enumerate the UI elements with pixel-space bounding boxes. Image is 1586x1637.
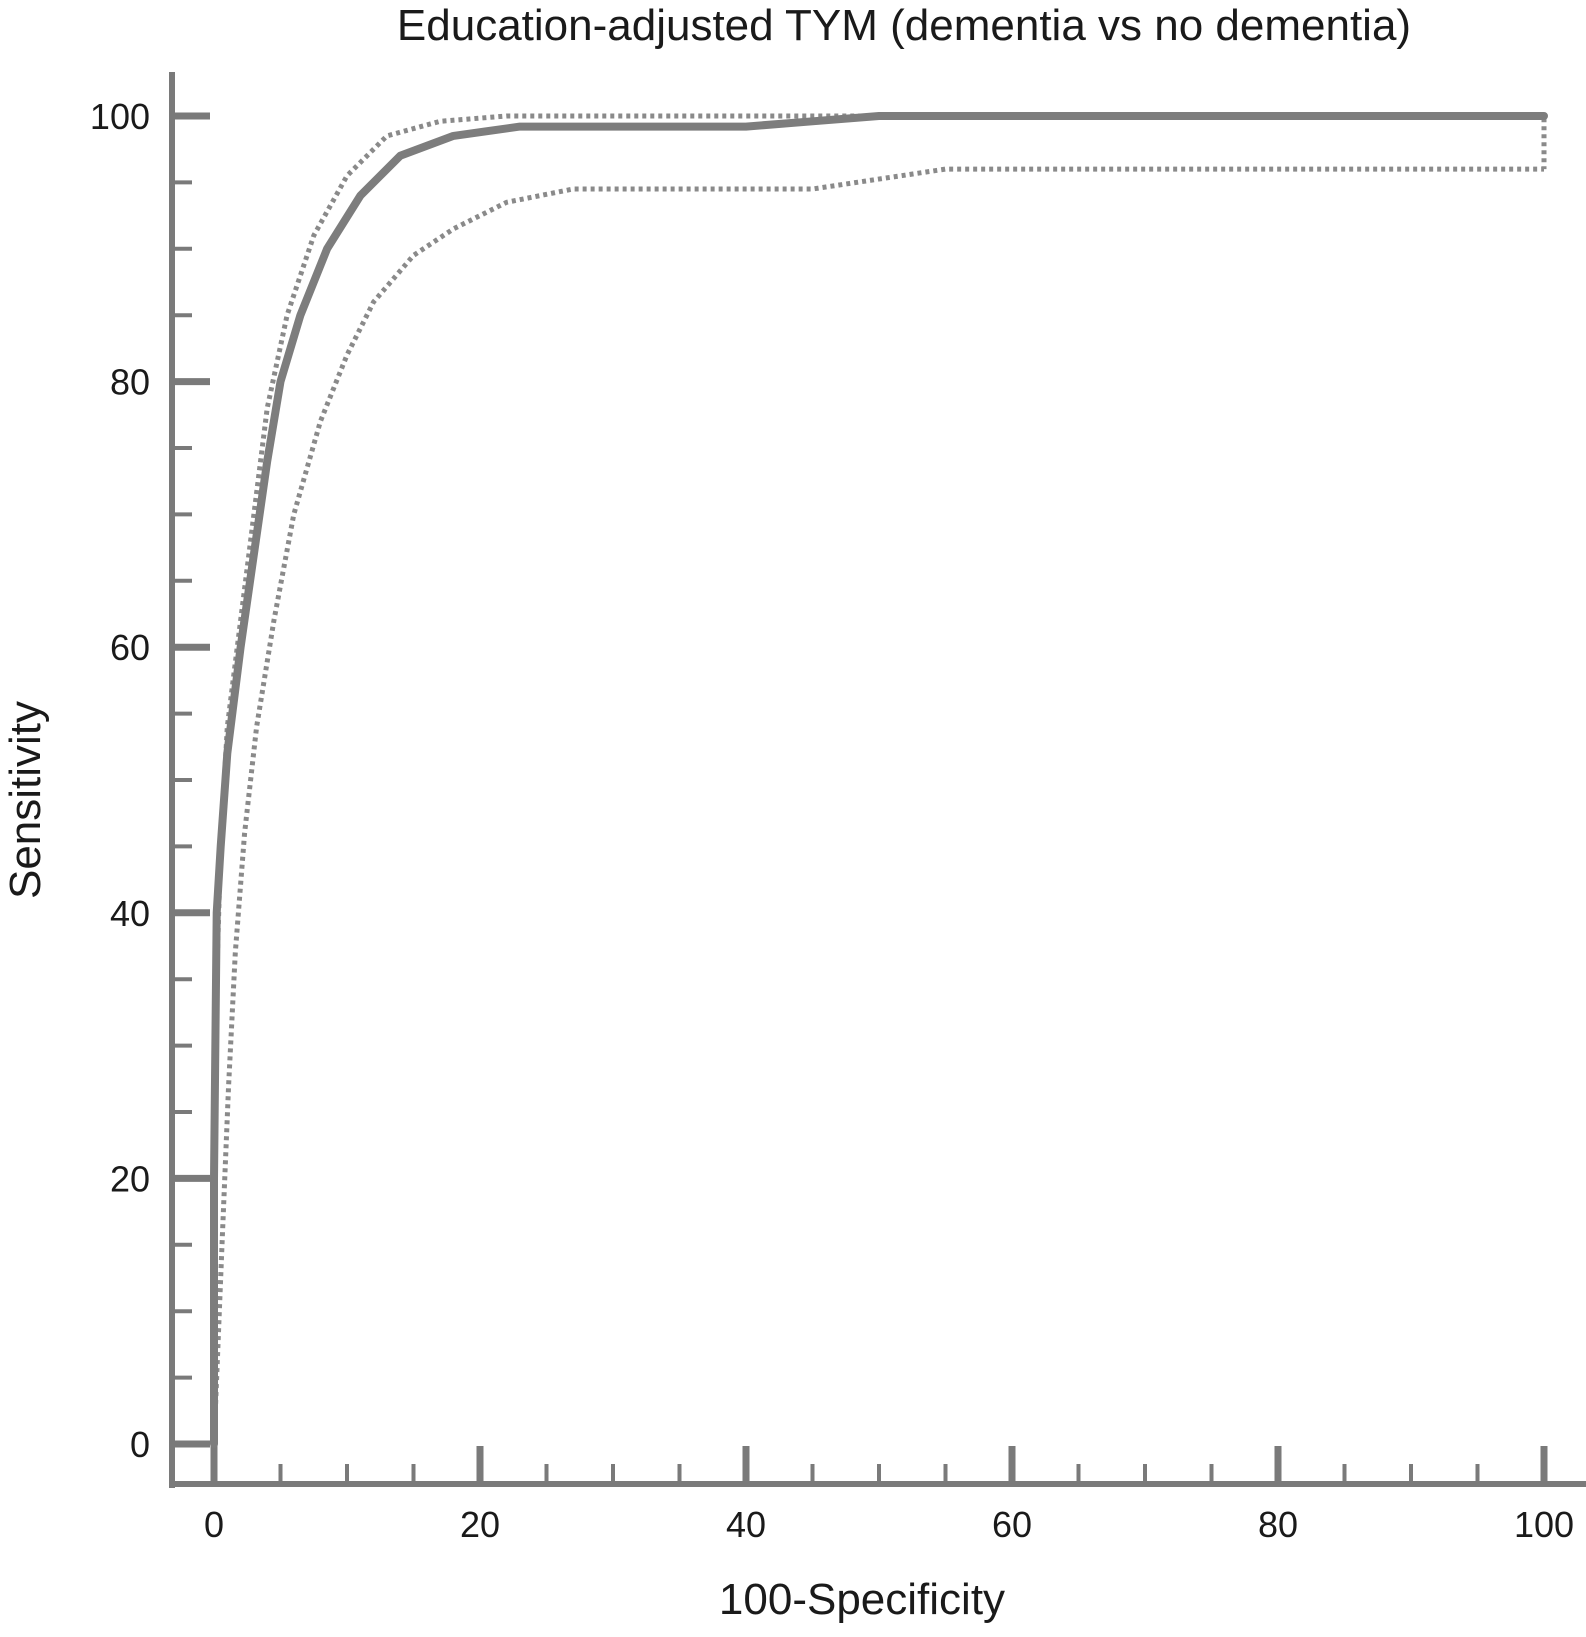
x-tick-label: 40 <box>726 1504 766 1545</box>
y-tick-label: 0 <box>130 1424 150 1465</box>
y-axis-label: Sensitivity <box>1 701 50 899</box>
x-tick-label: 100 <box>1514 1504 1574 1545</box>
x-tick-label: 60 <box>992 1504 1032 1545</box>
x-tick-label: 0 <box>204 1504 224 1545</box>
y-tick-label: 80 <box>110 362 150 403</box>
confidence-bound-line <box>211 166 1544 1445</box>
axes: 0 20 40 60 80 100 0 20 40 60 80 100 <box>90 72 1586 1545</box>
y-tick-label: 100 <box>90 96 150 137</box>
roc-curve <box>210 112 1548 1448</box>
x-tick-label: 80 <box>1258 1504 1298 1545</box>
series-layer <box>210 112 1548 1448</box>
x-axis-label: 100-Specificity <box>719 1575 1005 1624</box>
y-tick-label: 20 <box>110 1158 150 1199</box>
y-tick-label: 40 <box>110 893 150 934</box>
x-tick-label: 20 <box>460 1504 500 1545</box>
chart-title: Education-adjusted TYM (dementia vs no d… <box>397 1 1411 50</box>
confidence-bound-line <box>211 113 1547 1444</box>
y-tick-label: 60 <box>110 627 150 668</box>
